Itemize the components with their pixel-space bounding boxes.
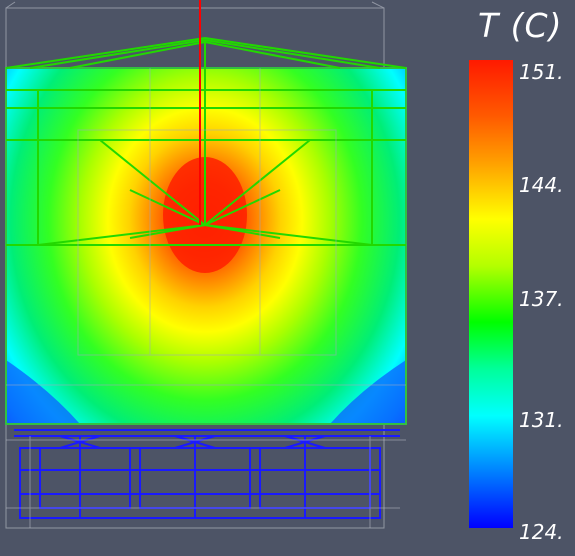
vessel-inner-grid	[6, 68, 406, 386]
colorbar-tick-3: 137.	[519, 287, 564, 311]
vessel-wireframe	[5, 37, 407, 425]
legend-title: T (C)	[478, 6, 563, 45]
colorbar-tick-max: 151.	[519, 60, 564, 84]
cool-corner-right	[330, 360, 406, 424]
base-support-frame	[14, 429, 400, 519]
colorbar-tick-2: 144.	[519, 173, 564, 197]
cool-corner-left	[6, 360, 80, 424]
base-grid-lines	[6, 436, 406, 528]
colorbar-tick-4: 131.	[519, 408, 564, 432]
temperature-colorbar	[469, 60, 513, 528]
colorbar-tick-min: 124.	[519, 520, 564, 544]
